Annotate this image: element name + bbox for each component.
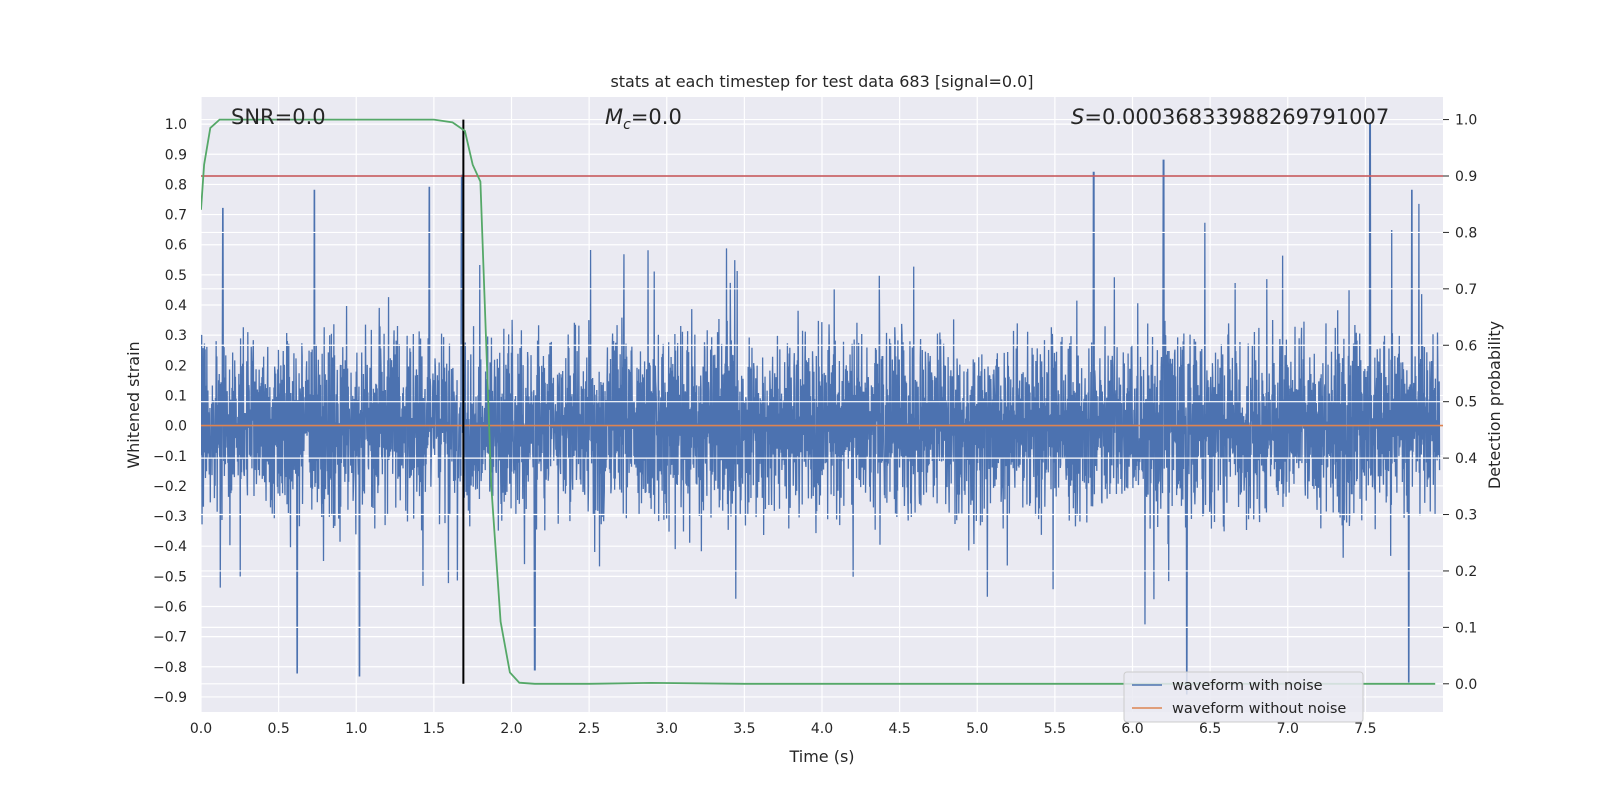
y-tick-label: 1.0	[165, 117, 187, 133]
plot-area	[201, 118, 1443, 695]
x-tick-label: 7.5	[1354, 721, 1376, 737]
x-tick-label: 5.5	[1044, 721, 1066, 737]
y-tick-label: −0.4	[153, 539, 187, 555]
y2-tick-label: 0.0	[1455, 677, 1477, 693]
legend-box	[1123, 671, 1364, 723]
legend-label-clean: waveform without noise	[1172, 701, 1346, 717]
y-tick-label: −0.3	[153, 509, 187, 525]
annotation-snr: SNR=0.0	[231, 105, 326, 129]
y-tick-label: 0.4	[165, 298, 187, 314]
y2-tick-label: 0.9	[1455, 169, 1477, 185]
y-tick-label: −0.1	[153, 449, 187, 465]
y2-tick-label: 0.8	[1455, 225, 1477, 241]
y-tick-label: −0.7	[153, 630, 187, 646]
x-tick-label: 2.5	[578, 721, 600, 737]
y2-tick-label: 0.4	[1455, 451, 1477, 467]
y2-tick-label: 0.3	[1455, 508, 1477, 524]
x-tick-label: 6.5	[1199, 721, 1221, 737]
x-tick-label: 4.0	[811, 721, 833, 737]
y2-axis-label: Detection probability	[1485, 321, 1504, 489]
x-tick-label: 3.5	[733, 721, 755, 737]
y-tick-label: −0.8	[153, 660, 187, 676]
chirp-mass-value: =0.0	[631, 105, 682, 129]
y-tick-label: 0.9	[165, 147, 187, 163]
y-tick-label: 0.3	[165, 328, 187, 344]
y-tick-labels: 1.0 0.9 0.8 0.7 0.6 0.5 0.4 0.3 0.2 0.1 0.0 −0.1 −0.…	[153, 117, 187, 706]
x-tick-label: 6.0	[1121, 721, 1143, 737]
x-tick-label: 1.5	[423, 721, 445, 737]
x-tick-label: 0.5	[267, 721, 289, 737]
y-tick-label: −0.9	[153, 690, 187, 706]
y2-tick-label: 1.0	[1455, 113, 1477, 129]
y-tick-label: 0.0	[165, 419, 187, 435]
annotation-chirp-mass: Mc=0.0	[605, 105, 682, 133]
legend: waveform with noise waveform without noi…	[1123, 671, 1364, 723]
series-waveform-with-noise	[201, 123, 1441, 695]
annotation-score: S=0.00036833988269791007	[1071, 105, 1389, 129]
y-tick-label: −0.5	[153, 569, 187, 585]
y2-tick-label: 0.5	[1455, 395, 1477, 411]
x-tick-label: 5.0	[966, 721, 988, 737]
y-axis-label: Whitened strain	[124, 341, 143, 468]
y2-tick-label: 0.7	[1455, 282, 1477, 298]
y-tick-label: 0.6	[165, 238, 187, 254]
x-tick-label: 7.0	[1277, 721, 1299, 737]
y-tick-label: 0.5	[165, 268, 187, 284]
chirp-mass-subscript: c	[623, 117, 631, 133]
x-tick-label: 1.0	[345, 721, 367, 737]
score-value: =0.00036833988269791007	[1084, 105, 1389, 129]
y2-tick-label: 0.6	[1455, 338, 1477, 354]
y2-tick-label: 0.2	[1455, 564, 1477, 580]
y-tick-label: −0.6	[153, 599, 187, 615]
y-tick-label: 0.7	[165, 208, 187, 224]
y-tick-label: 0.1	[165, 388, 187, 404]
y2-tick-labels: 1.0 0.9 0.8 0.7 0.6 0.5 0.4 0.3 0.2 0.1 0.0	[1443, 113, 1477, 693]
y-tick-label: 0.2	[165, 358, 187, 374]
series-detection-probability	[201, 118, 1436, 685]
x-tick-label: 4.5	[888, 721, 910, 737]
x-tick-label: 2.0	[500, 721, 522, 737]
y-tick-label: 0.8	[165, 177, 187, 193]
chart-title: stats at each timestep for test data 683…	[610, 72, 1033, 91]
y2-tick-label: 0.1	[1455, 620, 1477, 636]
legend-label-noise: waveform with noise	[1172, 678, 1323, 694]
x-tick-labels: 0.0 0.5 1.0 1.5 2.0 2.5 3.0 3.5 4.0 4.5 5.0 5.5 6.0 6…	[190, 721, 1377, 737]
x-axis-label: Time (s)	[788, 747, 854, 766]
x-tick-label: 0.0	[190, 721, 212, 737]
chirp-mass-symbol: M	[605, 105, 623, 129]
score-symbol: S	[1071, 105, 1084, 129]
y-tick-label: −0.2	[153, 479, 187, 495]
x-tick-label: 3.0	[656, 721, 678, 737]
